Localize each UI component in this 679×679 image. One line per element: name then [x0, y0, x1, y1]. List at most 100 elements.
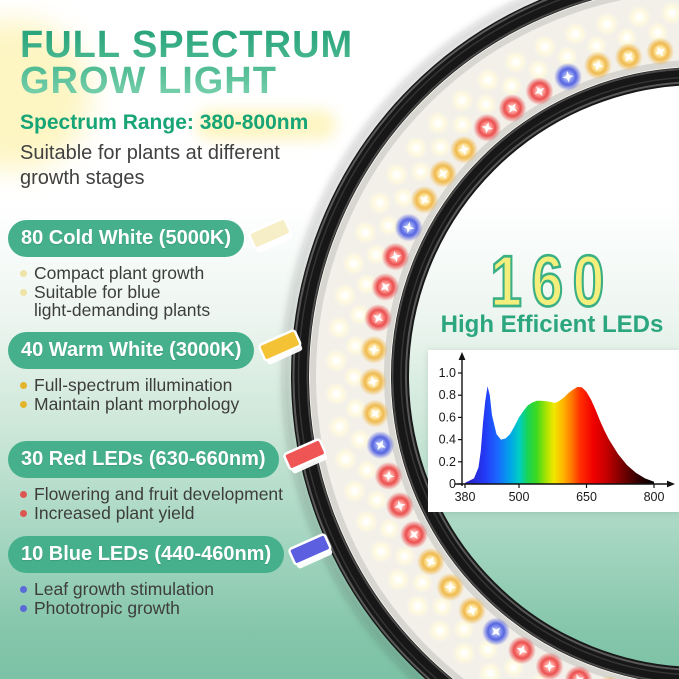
led-sparkle [541, 43, 549, 50]
section-cold-white: 80 Cold White (5000K) Compact plant grow… [8, 217, 298, 320]
led-sparkle [351, 342, 359, 350]
led-sparkle [340, 291, 350, 300]
spectrum-range-subtitle: Spectrum Range: 380-800nm [20, 111, 309, 134]
list-item: Leaf growth stimulation [20, 580, 338, 599]
y-axis-arrow [458, 352, 466, 360]
led-sparkle [414, 602, 422, 610]
led-sparkle [623, 52, 634, 62]
spectrum-area [465, 386, 654, 484]
led-sparkle [460, 649, 469, 658]
bullet-dot [20, 509, 27, 517]
led-sparkle [481, 121, 494, 134]
led-sparkle [382, 470, 395, 482]
bullet-dot [20, 491, 27, 498]
list-item: Increased plant yield [20, 503, 333, 523]
led-sparkle [458, 121, 466, 129]
led-sparkle [351, 404, 360, 413]
led-sparkle [418, 578, 426, 587]
bullet-dot [20, 586, 27, 593]
led-sparkle [511, 58, 520, 67]
led-sparkle [458, 143, 470, 156]
list-item: Suitable for blue light-demanding plants [20, 282, 298, 320]
led-sparkle [349, 259, 358, 268]
outer-rim-highlight [292, 0, 549, 679]
led-sparkle [362, 517, 371, 526]
led-sparkle [350, 487, 359, 495]
x-tick-label: 800 [644, 490, 665, 504]
inner-rim-groove [400, 77, 679, 675]
description-line1: Suitable for plants at different [20, 142, 280, 164]
led-count-label: High Efficient LEDs [440, 311, 664, 338]
led-sparkle [349, 373, 359, 382]
led-sparkle [507, 103, 518, 114]
led-sparkle [385, 524, 394, 533]
led-sparkle [394, 500, 406, 512]
spectrum-chart-svg: 0 0.2 0.4 0.6 0.8 1.0 380 500 650 800 [439, 352, 675, 504]
inner-rim-edge [391, 68, 679, 679]
led-sparkle [571, 30, 580, 38]
led-count: 160 [438, 240, 666, 323]
description-line2: growth stages [20, 167, 145, 189]
list-item: Maintain plant morphology [20, 394, 308, 414]
led-sparkle [482, 100, 490, 108]
page-title-line1: FULL SPECTRUM [20, 24, 354, 66]
led-sparkle [373, 312, 384, 324]
led-sparkle [368, 343, 380, 356]
section-red-leds: 30 Red LEDs (630-660nm) Flowering and fr… [8, 438, 333, 522]
led-sparkle [668, 9, 676, 17]
led-sparkle [563, 53, 571, 60]
y-tick-label: 0.8 [439, 388, 456, 402]
description: Suitable for plants at different growth … [20, 141, 280, 191]
led-sparkle [602, 19, 612, 29]
led-sparkle [487, 670, 494, 677]
led-count-number: 160 [489, 240, 614, 323]
led-sparkle [435, 626, 445, 635]
led-sparkle [385, 221, 392, 229]
bullet-dot [20, 288, 27, 296]
led-sparkle [507, 81, 516, 90]
led-sparkle [592, 59, 604, 72]
led-cold [660, 1, 679, 26]
led-sparkle [437, 602, 447, 611]
section-warm-white: 40 Warm White (3000K) Full-spectrum illu… [8, 329, 308, 413]
led-sparkle [377, 547, 386, 556]
led-sparkle [458, 96, 466, 104]
led-sparkle [635, 13, 644, 22]
warm-white-led-chip-icon [258, 329, 303, 365]
x-tick-label: 650 [576, 490, 597, 504]
warm-white-bullets: Full-spectrum illumination Maintain plan… [20, 376, 308, 413]
led-sparkle [356, 436, 364, 443]
led-sparkle [342, 455, 349, 463]
led-sparkle [460, 625, 468, 633]
led-sparkle [438, 168, 448, 179]
led-sparkle [399, 194, 407, 202]
y-tick-label: 0 [449, 477, 456, 491]
led-sparkle [509, 663, 518, 672]
y-tick-label: 0.4 [439, 433, 456, 447]
spectrum-chart: 0 0.2 0.4 0.6 0.8 1.0 380 500 650 800 [428, 350, 679, 512]
led-sparkle [335, 422, 344, 431]
led-sparkle [416, 167, 425, 176]
led-sparkle [419, 194, 430, 205]
led-sparkle [375, 439, 386, 451]
led-sparkle [484, 646, 492, 653]
badge-cold-white: 80 Cold White (5000K) [8, 219, 245, 257]
led-sparkle [395, 576, 402, 583]
bullet-dot [20, 382, 27, 389]
list-item: Phototropic growth [20, 598, 338, 618]
led-warm [600, 676, 618, 679]
led-sparkle [622, 33, 632, 42]
led-sparkle [335, 324, 343, 332]
led-sparkle [534, 86, 545, 97]
red-led-bullets: Flowering and fruit development Increase… [20, 485, 333, 522]
cold-white-led-chip-icon [248, 217, 293, 253]
section-blue-leds: 10 Blue LEDs (440-460nm) Leaf growth sti… [8, 533, 338, 618]
led-sparkle [363, 466, 371, 474]
led-sparkle [356, 311, 363, 319]
led-sparkle [372, 495, 382, 505]
y-tick-label: 0.2 [439, 455, 456, 469]
red-led-chip-icon [282, 438, 327, 474]
led-sparkle [491, 627, 501, 637]
led-sparkle [516, 644, 528, 656]
